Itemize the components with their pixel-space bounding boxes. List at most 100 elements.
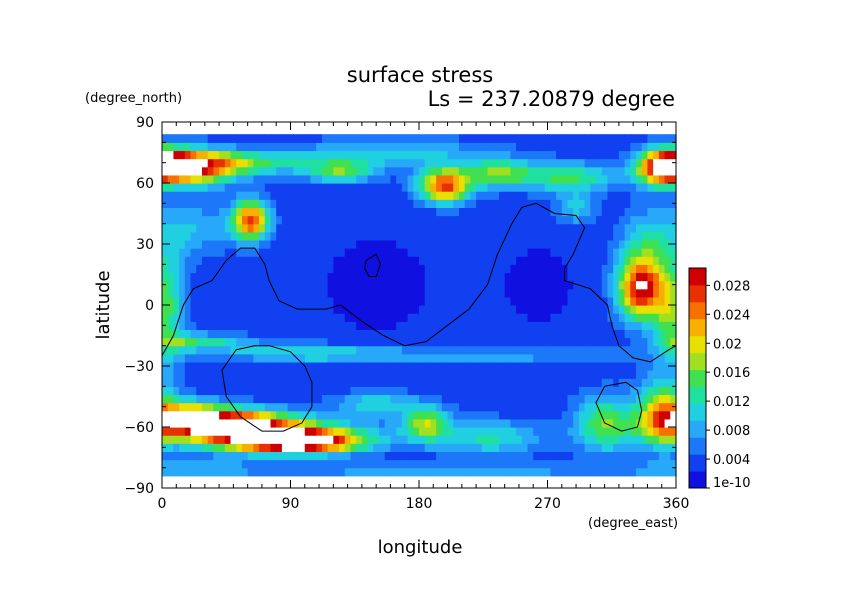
heatmap-cell — [350, 288, 357, 298]
heatmap-cell — [413, 142, 420, 152]
heatmap-cell — [447, 361, 454, 371]
heatmap-cell — [390, 256, 397, 265]
heatmap-cell — [304, 467, 312, 477]
heatmap-cell — [533, 207, 540, 217]
heatmap-cell — [601, 280, 609, 290]
heatmap-cell — [413, 199, 420, 208]
heatmap-cell — [476, 361, 483, 371]
heatmap-cell — [247, 329, 254, 339]
heatmap-cell — [567, 394, 574, 404]
heatmap-cell — [658, 296, 666, 306]
heatmap-cell — [270, 402, 277, 412]
heatmap-cell — [236, 134, 243, 143]
heatmap-cell — [407, 166, 414, 176]
heatmap-cell — [419, 174, 426, 184]
heatmap-cell — [384, 231, 392, 241]
heatmap-cell — [162, 305, 169, 314]
heatmap-cell — [658, 345, 666, 355]
heatmap-cell — [253, 183, 260, 192]
heatmap-cell — [470, 370, 477, 379]
heatmap-cell — [321, 361, 329, 371]
heatmap-cell — [310, 361, 317, 371]
heatmap-cell — [516, 402, 523, 412]
heatmap-cell — [641, 191, 649, 200]
heatmap-cell — [613, 142, 620, 152]
heatmap-cell — [356, 264, 363, 274]
heatmap-cell — [196, 264, 203, 274]
heatmap-cell — [207, 329, 214, 339]
heatmap-cell — [253, 451, 260, 461]
heatmap-cell — [647, 418, 654, 428]
heatmap-cell — [207, 345, 214, 355]
heatmap-cell — [367, 386, 374, 396]
heatmap-cell — [287, 370, 294, 379]
heatmap-cell — [304, 231, 312, 241]
heatmap-cell — [287, 443, 294, 452]
heatmap-cell — [287, 313, 294, 322]
heatmap-cell — [310, 272, 317, 282]
heatmap-cell — [407, 459, 414, 469]
heatmap-cell — [310, 256, 317, 265]
heatmap-cell — [379, 207, 386, 217]
heatmap-cell — [447, 394, 454, 404]
heatmap-cell — [447, 345, 454, 355]
heatmap-cell — [464, 280, 471, 290]
heatmap-cell — [333, 313, 340, 322]
heatmap-cell — [390, 207, 397, 217]
heatmap-cell — [544, 296, 551, 306]
heatmap-cell — [167, 239, 175, 249]
heatmap-cell — [544, 418, 551, 428]
heatmap-cell — [641, 248, 649, 257]
heatmap-cell — [464, 207, 471, 217]
heatmap-cell — [276, 370, 283, 379]
heatmap-cell — [207, 166, 214, 176]
heatmap-cell — [624, 174, 631, 184]
heatmap-cell — [407, 410, 414, 420]
heatmap-cell — [504, 443, 511, 452]
heatmap-cell — [207, 337, 214, 347]
heatmap-cell — [498, 451, 506, 461]
heatmap-cell — [270, 313, 277, 322]
heatmap-cell — [236, 207, 243, 217]
heatmap-cell — [464, 150, 471, 160]
heatmap-cell — [173, 142, 180, 152]
heatmap-cell — [356, 239, 363, 249]
heatmap-cell — [396, 174, 403, 184]
heatmap-cell — [356, 191, 363, 200]
heatmap-cell — [241, 134, 249, 143]
heatmap-cell — [299, 353, 306, 363]
heatmap-cell — [504, 451, 511, 461]
heatmap-cell — [201, 451, 209, 461]
heatmap-cell — [401, 223, 409, 233]
heatmap-cell — [367, 231, 374, 241]
heatmap-cell — [458, 174, 466, 184]
heatmap-cell — [458, 329, 466, 339]
heatmap-cell — [487, 329, 494, 339]
heatmap-cell — [590, 345, 597, 355]
heatmap-cell — [241, 174, 249, 184]
heatmap-cell — [224, 329, 232, 339]
heatmap-cell — [344, 248, 352, 257]
heatmap-cell — [196, 313, 203, 322]
heatmap-cell — [584, 410, 591, 420]
heatmap-cell — [327, 427, 334, 436]
heatmap-cell — [384, 394, 392, 404]
heatmap-cell — [413, 329, 420, 339]
heatmap-cell — [458, 288, 466, 298]
heatmap-cell — [453, 427, 460, 436]
heatmap-cell — [276, 459, 283, 469]
heatmap-cell — [544, 353, 551, 363]
heatmap-cell — [630, 337, 637, 347]
heatmap-cell — [641, 215, 649, 225]
colorbar-swatch — [689, 284, 706, 303]
heatmap-cell — [241, 394, 249, 404]
heatmap-cell — [430, 256, 437, 265]
heatmap-cell — [167, 427, 175, 436]
heatmap-cell — [367, 191, 374, 200]
heatmap-cell — [247, 215, 254, 225]
heatmap-cell — [190, 231, 197, 241]
heatmap-cell — [556, 215, 563, 225]
heatmap-cell — [236, 337, 243, 347]
heatmap-cell — [453, 239, 460, 249]
heatmap-cell — [578, 174, 586, 184]
